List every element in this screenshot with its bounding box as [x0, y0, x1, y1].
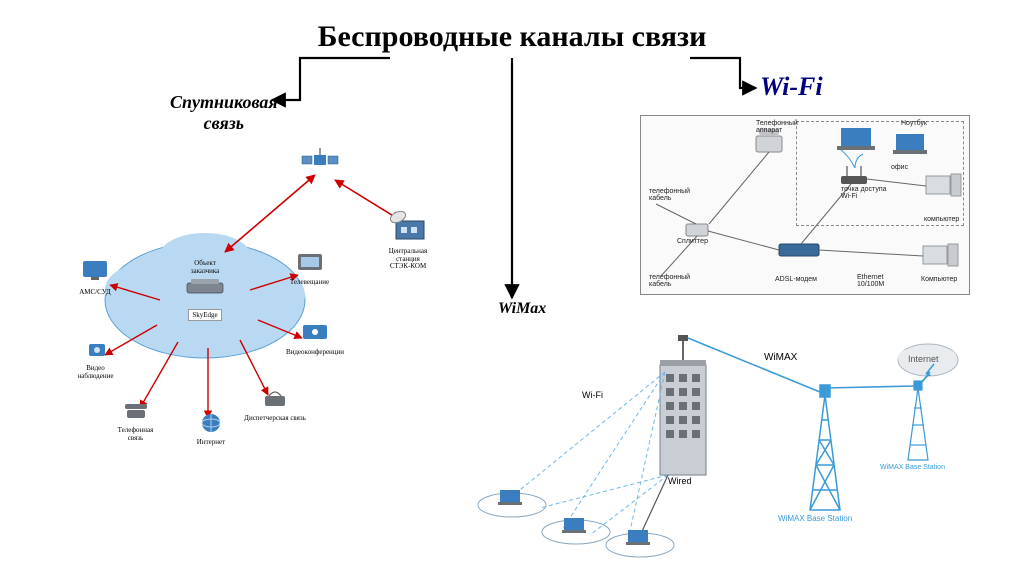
wifi-panel-svg [641, 116, 971, 296]
sat-node-3: Диспетчерская связь [240, 388, 310, 423]
wimax-label-wired: Wired [668, 476, 692, 486]
wimax-tower-1 [810, 385, 840, 510]
sat-node-label-2: Видеоконференции [280, 349, 350, 357]
tv-icon [295, 250, 325, 274]
wifi-item-1: Ноутбук [901, 120, 927, 127]
wifi-item-8: ADSL-модем [775, 276, 817, 283]
building-icon [660, 335, 706, 475]
satellite-icon [300, 145, 340, 182]
laptop-icons [498, 490, 650, 545]
wifi-panel: Телефонный аппарат Ноутбук офис телефонн… [640, 115, 970, 295]
branch-label-wifi: Wi-Fi [760, 72, 823, 102]
wimax-label-wifi: Wi-Fi [582, 390, 603, 400]
sat-node-2: Видеоконференции [280, 322, 350, 357]
wifi-item-5: Сплиттер [677, 238, 708, 245]
wimax-label-wimax: WiMAX [764, 352, 797, 363]
page-title: Беспроводные каналы связи [318, 20, 707, 54]
sat-node-label-1: Телевещание [282, 279, 337, 287]
wifi-item-2: офис [891, 164, 908, 171]
sat-node-label-0: АМС/СУД [70, 289, 120, 297]
wifi-item-4: точка доступа Wi-Fi [841, 186, 887, 200]
sat-node-label-6: Видео наблюдение [68, 365, 123, 380]
router-icon [183, 277, 227, 299]
wifi-item-7: телефонный кабель [649, 274, 690, 288]
sat-node-label-4: Интернет [186, 439, 236, 447]
branch-satellite-line1: Спутниковая связь [170, 92, 278, 133]
phone-icon [123, 400, 149, 422]
videoconf-icon [300, 322, 330, 344]
camera-icon [83, 338, 109, 360]
wimax-label-base2: WiMAX Base Station [880, 464, 945, 471]
sat-node-5: Телефонная связь [108, 400, 163, 442]
wimax-tower-2 [908, 381, 928, 460]
wifi-item-6: компьютер [924, 216, 959, 223]
wimax-label-base1: WiMAX Base Station [778, 514, 852, 523]
wifi-item-3: телефонный кабель [649, 188, 690, 202]
sat-node-0: АМС/СУД [70, 258, 120, 297]
center-top-label: Объект заказчика [175, 260, 235, 275]
sat-node-6: Видео наблюдение [68, 338, 123, 380]
internet-icon [197, 412, 225, 434]
sat-node-1: Телевещание [282, 250, 337, 287]
ground-station: Центральная станция СТЭК-КОМ [378, 205, 438, 271]
wifi-item-0: Телефонный аппарат [756, 120, 798, 134]
branch-label-satellite: Спутниковая связь [170, 92, 278, 133]
ground-station-label: Центральная станция СТЭК-КОМ [378, 248, 438, 271]
wimax-label-internet: Internet [908, 354, 939, 364]
wifi-item-9: Ethernet 10/100M [857, 274, 884, 288]
branch-label-wimax: WiMax [498, 300, 546, 318]
sat-node-4: Интернет [186, 412, 236, 447]
sat-node-label-5: Телефонная связь [108, 427, 163, 442]
skyedge-center: Объект заказчика SkyEdge [175, 260, 235, 322]
sat-node-label-3: Диспетчерская связь [240, 415, 310, 423]
monitor-icon [80, 258, 110, 284]
skyedge-label: SkyEdge [188, 309, 221, 321]
wifi-item-10: Компьютер [921, 276, 957, 283]
dispatch-icon [261, 388, 289, 410]
